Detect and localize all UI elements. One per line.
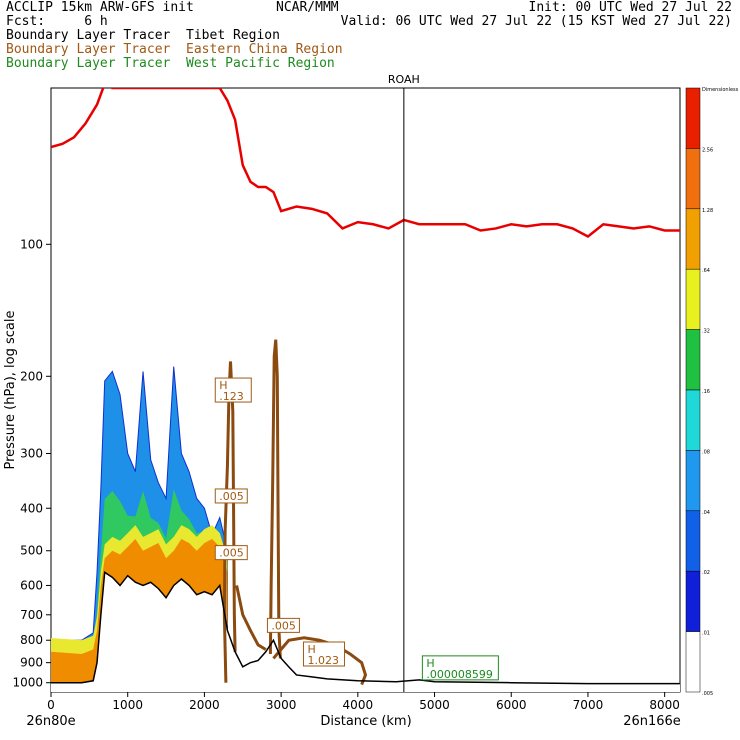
- contour-label-box: [266, 617, 300, 633]
- colorbar-swatch: [685, 450, 701, 512]
- colorbar-label: Dimensionless: [702, 87, 739, 93]
- contour-label-h: H: [307, 643, 315, 656]
- valid-time: Valid: 06 UTC Wed 27 Jul 22 (15 KST Wed …: [340, 14, 732, 29]
- colorbar-label: 1.28: [702, 208, 713, 214]
- colorbar-label: .08: [702, 449, 710, 455]
- colorbar-swatch: [685, 268, 701, 330]
- colorbar-label: .01: [702, 631, 710, 637]
- colorbar-label: 2.56: [702, 147, 713, 153]
- colorbar-swatch: [685, 389, 701, 451]
- fcst-label: Fcst:: [6, 14, 46, 29]
- contour-label-box: [214, 488, 248, 504]
- legend-eastern-china: Boundary Layer Tracer Eastern China Regi…: [6, 42, 343, 57]
- eastern-china-contour-1: [268, 339, 282, 659]
- header-left: ACCLIP 15km ARW-GFS init Fcst: 6 h Bound…: [6, 1, 343, 71]
- terrain-mask: [51, 572, 680, 692]
- y-tick-label: 200: [20, 369, 43, 383]
- contour-label-value: 1.023: [307, 654, 339, 667]
- fcst-value: 6 h: [84, 14, 108, 29]
- y-tick-label: 600: [20, 578, 43, 592]
- left-endpoint: 26n80e: [26, 714, 75, 729]
- colorbar-swatch: [685, 570, 701, 632]
- header-right: Init: 00 UTC Wed 27 Jul 22 Valid: 06 UTC…: [341, 1, 732, 29]
- contour-label-box: [302, 641, 345, 667]
- contour-label-h: H: [219, 379, 227, 392]
- contour-label-box: [421, 655, 499, 681]
- x-tick-label: 1000: [112, 698, 143, 712]
- contour-label-value: .005: [271, 619, 296, 632]
- terrain-line: [51, 571, 680, 685]
- tropopause-line: [51, 88, 680, 239]
- colorbar-label: .04: [702, 510, 710, 516]
- x-tick-label: 0: [47, 698, 55, 712]
- x-tick-label: 4000: [343, 698, 374, 712]
- contour-label-h: H: [426, 657, 434, 670]
- right-endpoint: 26n166e: [623, 714, 681, 729]
- colorbar-swatch: [685, 631, 701, 693]
- legend-west-pacific: Boundary Layer Tracer West Pacific Regio…: [6, 56, 335, 71]
- contour-label-value: .000008599: [426, 668, 492, 681]
- roah-label: ROAH: [388, 73, 420, 86]
- colorbar-swatch: [685, 329, 701, 391]
- colorbar-label: .005: [702, 691, 713, 697]
- y-tick-label: 400: [20, 501, 43, 515]
- init-time: Init: 00 UTC Wed 27 Jul 22: [528, 0, 733, 15]
- x-tick-label: 2000: [189, 698, 220, 712]
- colorbar-label: .32: [702, 329, 710, 335]
- y-tick-label: 900: [20, 656, 43, 670]
- colorbar-swatch: [685, 208, 701, 270]
- x-tick-label: 3000: [266, 698, 297, 712]
- colorbar-swatch: [685, 87, 701, 149]
- y-tick-label: 800: [20, 633, 43, 647]
- x-tick-label: 7000: [573, 698, 604, 712]
- contour-label-value: .123: [219, 390, 244, 403]
- y-tick-label: 300: [20, 446, 43, 460]
- org-label: NCAR/MMM: [276, 0, 339, 15]
- x-axis-label: Distance (km): [320, 714, 411, 729]
- y-tick-label: 500: [20, 544, 43, 558]
- x-tick-label: 8000: [649, 698, 680, 712]
- eastern-china-contour-3: [235, 585, 267, 651]
- y-tick-label: 1000: [12, 676, 43, 690]
- colorbar-swatch: [685, 148, 701, 210]
- y-tick-label: 100: [20, 237, 43, 251]
- x-tick-label: 5000: [419, 698, 450, 712]
- contour-label-box: [214, 545, 248, 561]
- contour-label-value: .005: [219, 490, 244, 503]
- colorbar-label: .64: [702, 268, 710, 274]
- contour-label-value: .005: [219, 547, 244, 560]
- contour-label-box: [214, 377, 252, 403]
- model-line: ACCLIP 15km ARW-GFS init: [6, 0, 194, 15]
- colorbar-label: .16: [702, 389, 710, 395]
- x-tick-label: 6000: [496, 698, 527, 712]
- colorbar-swatch: [685, 510, 701, 572]
- colorbar-label: .02: [702, 570, 710, 576]
- y-axis-label: Pressure (hPa), log scale: [3, 311, 18, 470]
- y-tick-label: 700: [20, 608, 43, 622]
- legend-tibet: Boundary Layer Tracer Tibet Region: [6, 28, 280, 43]
